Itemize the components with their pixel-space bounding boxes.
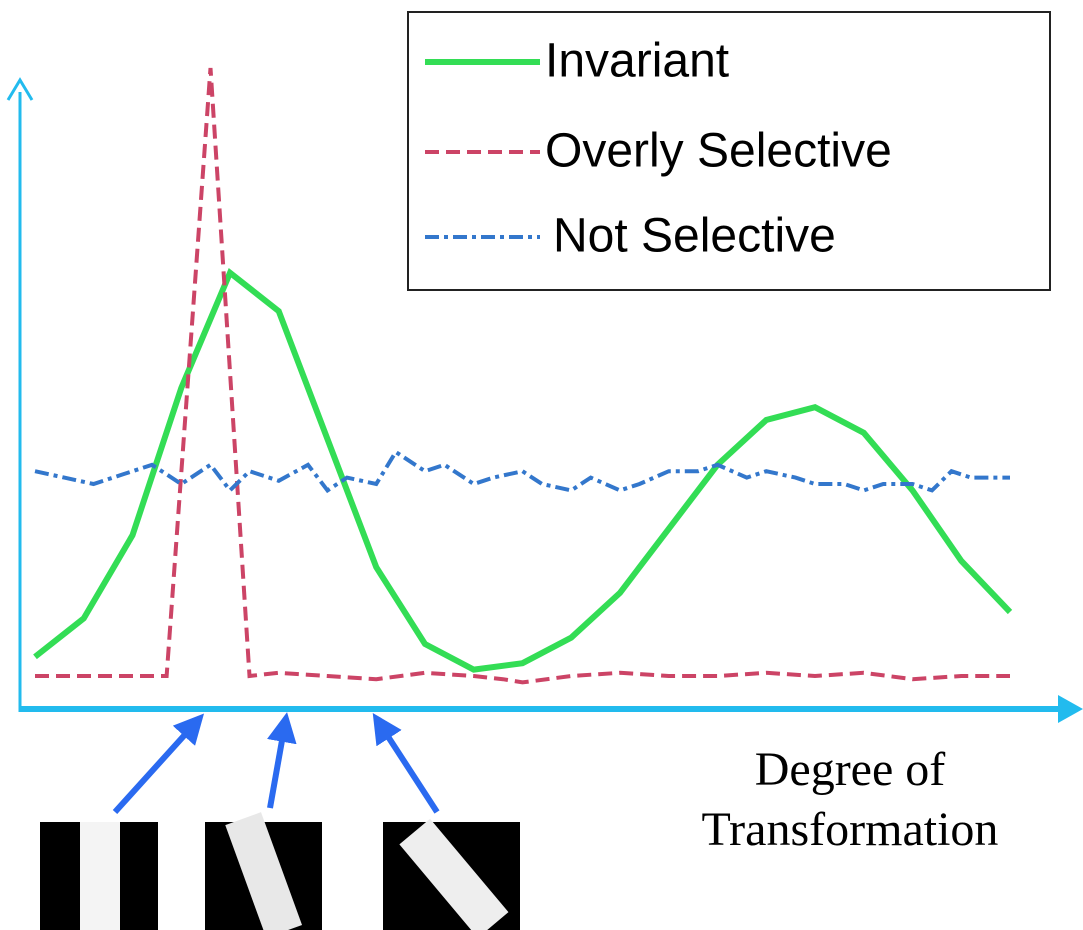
legend-label: Not Selective xyxy=(553,210,836,263)
y-axis-arrow xyxy=(6,77,34,101)
plot-area xyxy=(6,67,1083,723)
series-line xyxy=(33,268,1013,673)
legend: Invariant Overly Selective Not Selective xyxy=(407,11,1051,291)
illustration xyxy=(40,712,520,930)
series-line xyxy=(34,449,1010,494)
legend-label: Overly Selective xyxy=(545,125,892,178)
series-line xyxy=(35,67,1010,685)
x-axis-label: Transformation xyxy=(702,803,999,856)
x-axis-label: Degree of xyxy=(755,743,946,796)
x-axis-arrow xyxy=(1058,695,1083,723)
legend-label: Invariant xyxy=(545,35,729,88)
